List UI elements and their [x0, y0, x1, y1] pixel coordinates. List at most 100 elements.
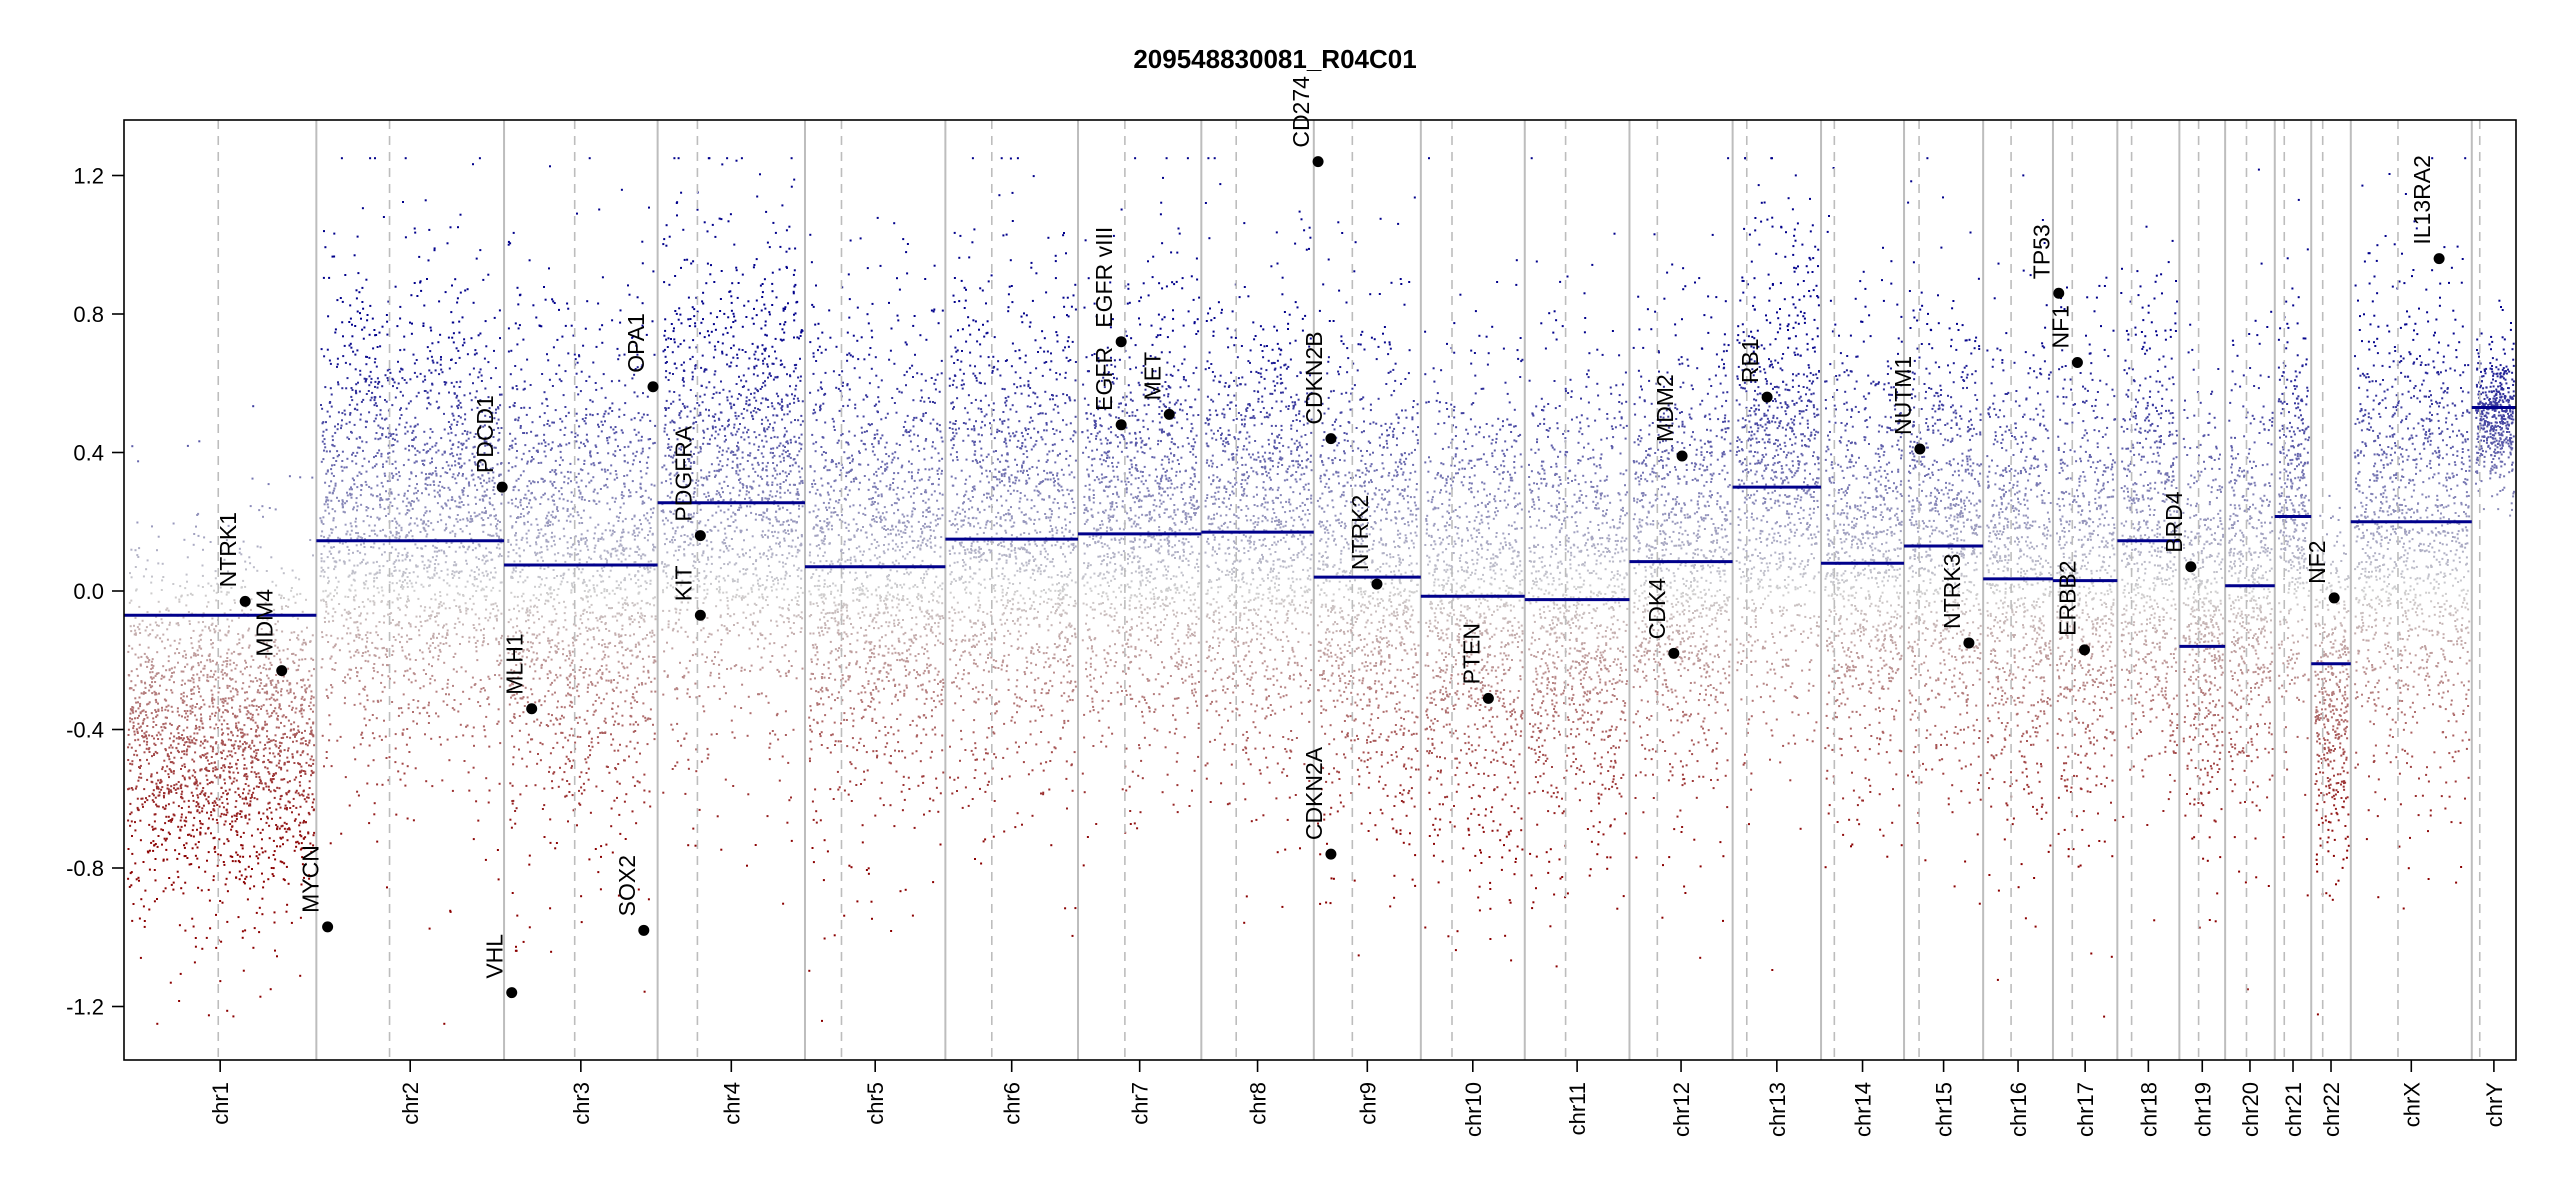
x-tick-label-chr21: chr21	[2281, 1082, 2306, 1137]
gene-label-MET: MET	[1139, 352, 1165, 401]
gene-marker-TP53	[2053, 287, 2065, 299]
x-tick-label-chr9: chr9	[1355, 1082, 1380, 1125]
gene-label-EGFR_vIII: EGFR vIII	[1091, 227, 1117, 328]
x-tick-label-chr18: chr18	[2136, 1082, 2161, 1137]
gene-label-PDGFRA: PDGFRA	[670, 425, 696, 522]
y-tick-label: 1.2	[73, 164, 104, 189]
probe-dots-chr3	[507, 157, 657, 993]
probe-dots-layer	[127, 157, 2515, 1025]
probe-dots-chr10	[1424, 157, 1524, 962]
gene-label-PTEN: PTEN	[1458, 623, 1484, 684]
y-tick-label: 0.0	[73, 579, 104, 604]
y-tick-label: -1.2	[66, 995, 104, 1020]
gene-marker-SOX2	[638, 924, 650, 936]
y-axis: -1.2 -0.8 -0.4 0.0 0.4 0.8 1.2	[66, 164, 124, 1020]
gene-label-NTRK3: NTRK3	[1939, 554, 1965, 629]
gene-marker-CDKN2A	[1325, 848, 1337, 860]
gene-label-KIT: KIT	[670, 565, 696, 601]
gene-marker-PDGFRA	[694, 530, 706, 542]
probe-dots-chr1	[127, 405, 316, 1025]
plot-frame	[123, 119, 2517, 1061]
gene-label-MYCN: MYCN	[298, 845, 324, 913]
x-tick-label-chr3: chr3	[569, 1082, 594, 1125]
x-tick-label-chr14: chr14	[1851, 1082, 1876, 1137]
probe-dots-chr7	[1081, 157, 1201, 867]
gene-label-PDCD1: PDCD1	[472, 395, 498, 473]
probe-dots-chr5	[808, 216, 945, 1022]
gene-label-ERBB2: ERBB2	[2055, 560, 2081, 635]
gene-label-VHL: VHL	[482, 934, 508, 979]
probe-dots-chr6	[948, 157, 1077, 937]
gene-marker-OPA1	[647, 381, 659, 393]
gene-label-NF2: NF2	[2304, 540, 2330, 583]
x-tick-label-chr19: chr19	[2190, 1082, 2215, 1137]
gene-marker-NF2	[2328, 592, 2340, 604]
x-tick-label-chr8: chr8	[1246, 1082, 1271, 1125]
y-tick-label: 0.8	[73, 302, 104, 327]
gene-marker-MYCN	[322, 921, 334, 933]
gene-marker-NTRK2	[1371, 578, 1383, 590]
x-tick-label-chr2: chr2	[398, 1082, 423, 1125]
probe-dots-chr13	[1735, 157, 1820, 971]
x-tick-label-chr1: chr1	[208, 1082, 233, 1125]
gene-markers-layer: NTRK1 MDM4 MYCN PDCD1 VHL MLH1 SOX2 OPA1 PDGFRA K…	[215, 76, 2445, 999]
gene-label-NTRK2: NTRK2	[1347, 495, 1373, 570]
gene-marker-CDKN2B	[1325, 433, 1337, 445]
gene-label-MDM2: MDM2	[1652, 374, 1678, 442]
gene-marker-BRD4	[2185, 561, 2197, 573]
gene-label-SOX2: SOX2	[614, 855, 640, 916]
gene-label-RB1: RB1	[1737, 338, 1763, 383]
gene-label-CDKN2B: CDKN2B	[1301, 331, 1327, 424]
gene-marker-VHL	[506, 987, 518, 999]
gene-marker-EGFR_vIII	[1115, 336, 1127, 348]
probe-dots-chr8	[1204, 157, 1313, 924]
gene-marker-IL13RA2	[2433, 253, 2445, 265]
gene-marker-NTRK1	[239, 595, 251, 607]
x-tick-label-chr10: chr10	[1461, 1082, 1486, 1137]
gene-label-EGFR: EGFR	[1091, 347, 1117, 411]
gene-marker-CD274	[1312, 156, 1324, 168]
x-tick-label-chr12: chr12	[1669, 1082, 1694, 1137]
gene-marker-MET	[1163, 408, 1175, 420]
gene-label-NUTM1: NUTM1	[1890, 356, 1916, 435]
probe-dots-chr15	[1907, 157, 1983, 905]
probe-dots-chr14	[1824, 167, 1903, 869]
probe-dots-chrY	[2475, 299, 2515, 517]
gene-marker-NUTM1	[1914, 443, 1926, 455]
gene-marker-PDCD1	[496, 481, 508, 493]
gene-label-IL13RA2: IL13RA2	[2409, 155, 2435, 245]
y-tick-label: -0.4	[66, 718, 104, 743]
gene-marker-EGFR	[1115, 419, 1127, 431]
x-tick-label-chr6: chr6	[1000, 1082, 1025, 1125]
gene-marker-KIT	[694, 609, 706, 621]
x-tick-label-chr20: chr20	[2238, 1082, 2263, 1137]
gene-marker-RB1	[1761, 391, 1773, 403]
gene-label-CDK4: CDK4	[1644, 578, 1670, 640]
x-tick-label-chr15: chr15	[1932, 1082, 1957, 1137]
x-tick-label-chr4: chr4	[719, 1082, 744, 1125]
gene-label-BRD4: BRD4	[2161, 491, 2187, 553]
probe-dots-chr20	[2228, 168, 2274, 991]
probe-dots-chr17	[2056, 276, 2117, 1018]
segment-lines-layer	[124, 405, 2516, 666]
gene-marker-ERBB2	[2079, 644, 2091, 656]
gene-marker-MDM2	[1676, 450, 1688, 462]
y-tick-label: -0.8	[66, 856, 104, 881]
probe-dots-chr16	[1986, 174, 2052, 981]
gene-label-OPA1: OPA1	[623, 313, 649, 373]
x-tick-label-chr22: chr22	[2319, 1082, 2344, 1137]
gene-marker-PTEN	[1482, 692, 1494, 704]
y-tick-label: 0.4	[73, 441, 104, 466]
gene-label-CDKN2A: CDKN2A	[1301, 746, 1327, 840]
gene-marker-NF1	[2071, 356, 2083, 368]
gene-label-MLH1: MLH1	[502, 633, 528, 694]
x-tick-label-chr17: chr17	[2073, 1082, 2098, 1137]
gene-label-CD274: CD274	[1288, 76, 1314, 148]
x-axis: chr1 chr2 chr3 chr4 chr5 chr6 chr7 chr8 chr9 chr1…	[208, 1060, 2507, 1137]
gene-label-MDM4: MDM4	[252, 589, 278, 657]
probe-dots-chr11	[1527, 157, 1629, 968]
x-tick-label-chr5: chr5	[863, 1082, 888, 1125]
probe-dots-chr4	[660, 157, 804, 905]
x-tick-label-chr7: chr7	[1128, 1082, 1153, 1125]
